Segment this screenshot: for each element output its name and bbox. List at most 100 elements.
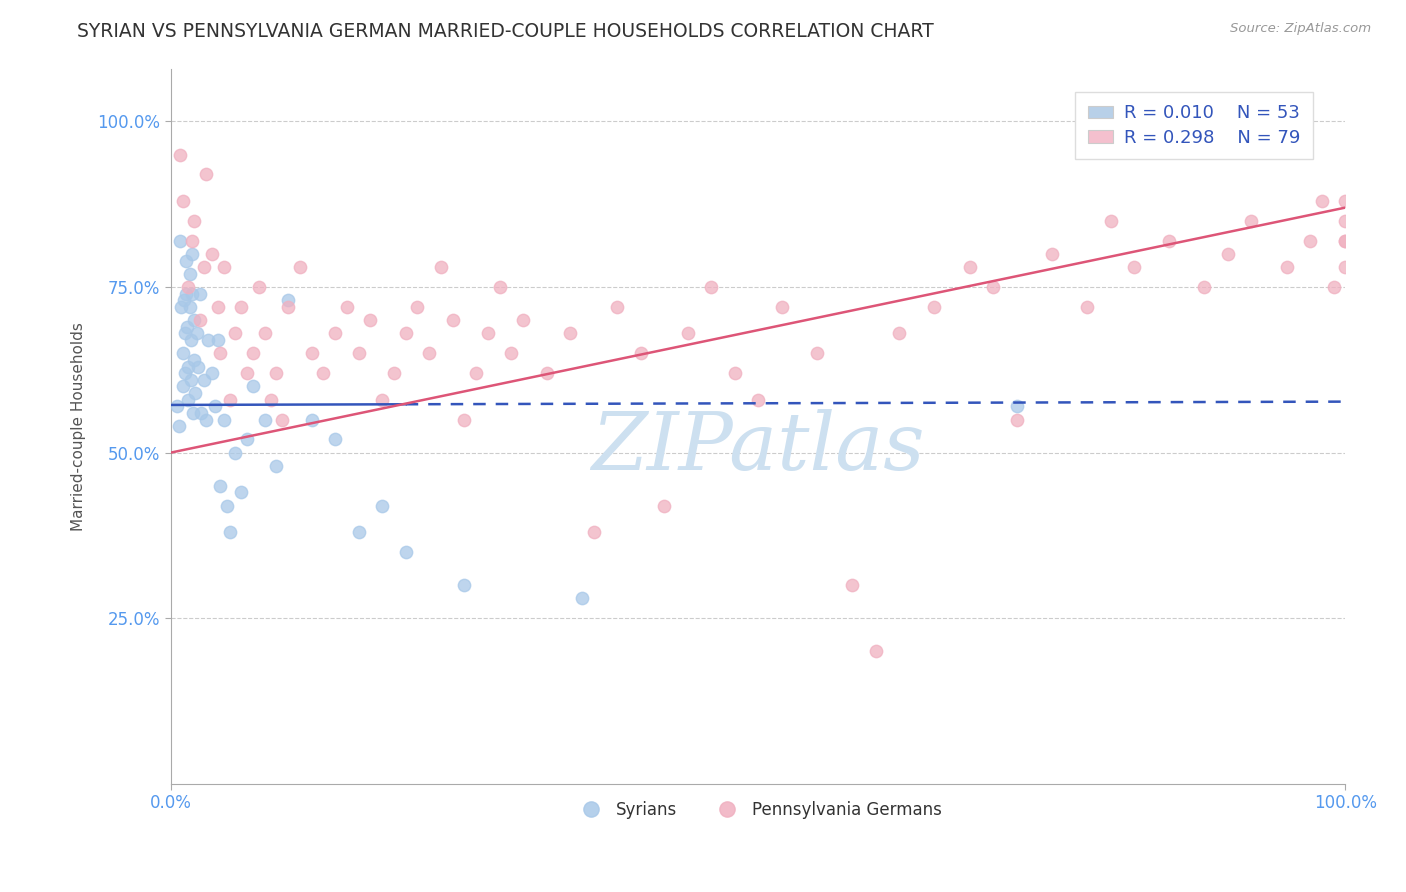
Point [218,392,240,407]
Point [183,352,205,367]
Point [841,578,863,592]
Point [652,499,675,513]
Point [571,591,593,606]
Point [560,326,582,341]
Point [501,346,523,360]
Point [253,326,276,341]
Point [1323,280,1346,294]
Point [271,412,294,426]
Point [336,300,359,314]
Point [259,392,281,407]
Point [224,326,246,341]
Point [1194,280,1216,294]
Point [1334,234,1357,248]
Point [247,280,270,294]
Point [183,214,205,228]
Point [253,412,276,426]
Point [371,499,394,513]
Point [582,525,605,540]
Point [288,260,311,275]
Point [242,379,264,393]
Point [204,399,226,413]
Point [395,326,418,341]
Point [512,313,534,327]
Point [183,313,205,327]
Point [169,234,191,248]
Point [177,280,200,294]
Point [195,168,218,182]
Point [266,458,288,473]
Point [176,319,198,334]
Point [209,479,232,493]
Point [212,260,235,275]
Point [606,300,628,314]
Point [1334,234,1357,248]
Point [166,399,188,413]
Point [180,333,202,347]
Point [173,366,195,380]
Point [477,326,499,341]
Point [207,300,229,314]
Point [201,366,224,380]
Point [190,406,212,420]
Point [236,366,259,380]
Point [179,300,201,314]
Point [1005,399,1028,413]
Point [209,346,232,360]
Point [242,346,264,360]
Point [218,525,240,540]
Point [453,412,475,426]
Point [180,234,202,248]
Point [193,260,215,275]
Point [172,379,194,393]
Point [177,392,200,407]
Point [301,346,323,360]
Point [630,346,652,360]
Legend: Syrians, Pennsylvania Germans: Syrians, Pennsylvania Germans [568,794,949,825]
Point [180,373,202,387]
Point [430,260,453,275]
Point [180,286,202,301]
Y-axis label: Married-couple Households: Married-couple Households [72,322,86,531]
Point [406,300,429,314]
Point [236,433,259,447]
Point [184,386,207,401]
Point [173,326,195,341]
Point [1099,214,1122,228]
Point [231,485,253,500]
Point [959,260,981,275]
Point [347,525,370,540]
Point [806,346,828,360]
Point [1334,260,1357,275]
Point [217,499,239,513]
Point [359,313,381,327]
Point [170,300,193,314]
Point [770,300,793,314]
Point [453,578,475,592]
Point [177,359,200,374]
Point [981,280,1004,294]
Point [536,366,558,380]
Point [700,280,723,294]
Point [1275,260,1298,275]
Text: ZIPatlas: ZIPatlas [592,409,925,486]
Text: Source: ZipAtlas.com: Source: ZipAtlas.com [1230,22,1371,36]
Point [1076,300,1098,314]
Point [1310,194,1333,208]
Point [231,300,253,314]
Point [465,366,488,380]
Point [193,373,215,387]
Point [197,333,219,347]
Point [312,366,335,380]
Point [676,326,699,341]
Point [395,545,418,559]
Point [1299,234,1322,248]
Point [1240,214,1263,228]
Point [173,293,195,308]
Point [418,346,440,360]
Point [169,147,191,161]
Point [188,313,211,327]
Point [371,392,394,407]
Point [301,412,323,426]
Point [172,346,194,360]
